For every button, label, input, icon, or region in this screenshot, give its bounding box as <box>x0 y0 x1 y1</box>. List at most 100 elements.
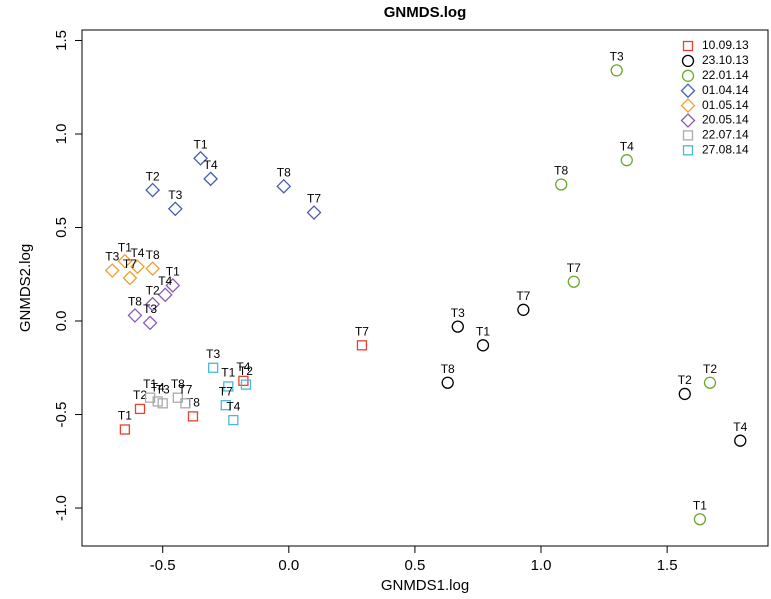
point-label: T4 <box>733 420 747 434</box>
point-label: T1 <box>476 324 490 338</box>
point-label: T7 <box>516 289 530 303</box>
point <box>127 307 143 323</box>
point-label: T2 <box>146 169 160 183</box>
legend-marker <box>681 69 695 82</box>
x-tick-label: 1.5 <box>657 557 678 574</box>
point <box>693 513 707 526</box>
point <box>157 287 173 303</box>
legend-text: 22.07.14 <box>702 128 749 142</box>
point <box>207 362 219 373</box>
point <box>172 392 183 403</box>
point-label: T4 <box>130 246 144 260</box>
point-label: T1 <box>221 366 235 380</box>
legend-text: 27.08.14 <box>702 142 749 156</box>
legend-text: 20.05.14 <box>702 113 749 127</box>
point <box>203 171 219 187</box>
point <box>119 424 131 435</box>
legend-marker <box>682 145 694 156</box>
y-tick-label: 1.0 <box>53 124 70 145</box>
point-label: T4 <box>158 274 172 288</box>
y-axis-title: GNMDS2.log <box>17 244 34 332</box>
y-tick-label: -1.0 <box>53 495 70 521</box>
legend-marker <box>682 130 694 141</box>
point-label: T2 <box>239 364 253 378</box>
x-tick-label: -0.5 <box>150 557 176 574</box>
point-label: T2 <box>133 388 147 402</box>
point-label: T8 <box>171 377 185 391</box>
point-label: T8 <box>128 295 142 309</box>
point-label: T3 <box>156 382 170 396</box>
point-label: T1 <box>194 137 208 151</box>
point <box>610 64 623 77</box>
point-label: T7 <box>178 382 192 396</box>
legend-marker <box>680 83 696 99</box>
point <box>476 339 490 352</box>
point <box>451 320 464 333</box>
point-label: T8 <box>277 166 291 180</box>
point <box>104 263 120 278</box>
point-label: T1 <box>118 409 132 423</box>
y-tick-label: 0.5 <box>53 217 70 238</box>
legend-text: 22.01.14 <box>702 68 749 82</box>
y-tick-label: 0.0 <box>53 311 70 332</box>
point <box>223 381 234 392</box>
x-tick-label: 0.5 <box>404 557 425 574</box>
point-label: T7 <box>307 192 321 206</box>
point-label: T3 <box>206 347 220 361</box>
point <box>193 150 208 166</box>
point-label: T2 <box>678 373 692 387</box>
point <box>220 400 231 411</box>
point-label: T4 <box>226 399 240 413</box>
point-label: T3 <box>168 188 182 202</box>
point <box>555 178 568 191</box>
point <box>142 315 158 331</box>
point <box>620 154 633 167</box>
point-label: T4 <box>620 139 634 153</box>
legend-text: 10.09.13 <box>702 38 749 52</box>
legend-marker <box>682 40 694 52</box>
point-label: T3 <box>143 302 157 316</box>
point-label: T8 <box>146 248 160 262</box>
point-label: T3 <box>105 250 119 264</box>
point <box>180 398 191 409</box>
point <box>276 178 292 194</box>
point <box>130 259 145 275</box>
point <box>145 261 161 277</box>
legend-marker <box>681 54 695 68</box>
point-label: T7 <box>355 324 369 338</box>
point-label: T2 <box>146 283 160 297</box>
point <box>238 375 249 387</box>
point <box>678 387 691 401</box>
y-tick-label: -0.5 <box>53 402 70 428</box>
x-axis-title: GNMDS1.log <box>381 577 469 594</box>
point <box>187 411 199 422</box>
point-label: T2 <box>703 362 717 376</box>
point-label: T1 <box>693 498 707 512</box>
point <box>228 414 239 426</box>
point <box>517 303 530 316</box>
legend-text: 01.04.14 <box>702 83 749 97</box>
point-label: T8 <box>441 362 455 376</box>
point <box>167 201 183 217</box>
point <box>240 379 252 390</box>
point <box>144 392 156 403</box>
point-label: T4 <box>204 158 218 172</box>
point-label: T7 <box>219 384 233 398</box>
point-label: T3 <box>451 306 465 320</box>
legend-text: 23.10.13 <box>702 53 749 67</box>
point-label: T1 <box>118 240 132 254</box>
point <box>734 434 747 447</box>
legend-marker <box>680 98 696 114</box>
x-tick-label: 1.0 <box>531 557 552 574</box>
legend-text: 01.05.14 <box>702 98 749 112</box>
point <box>117 253 133 269</box>
point-label: T7 <box>567 261 581 275</box>
plot-frame <box>81 29 769 547</box>
x-tick-label: 0.0 <box>278 557 299 574</box>
point <box>157 398 168 409</box>
point <box>356 340 368 351</box>
point <box>134 403 146 415</box>
point-label: T8 <box>554 164 568 178</box>
point <box>145 182 161 198</box>
